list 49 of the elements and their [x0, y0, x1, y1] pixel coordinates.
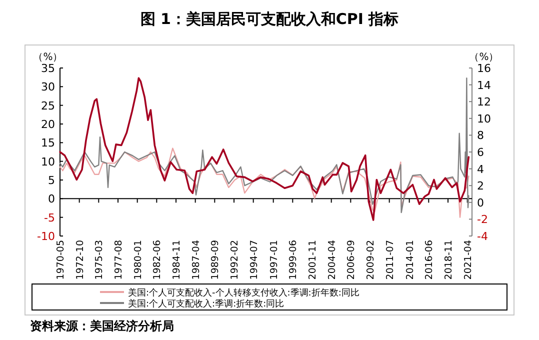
y2-tick-label: 8 — [477, 129, 484, 142]
y2-tick-label: 10 — [477, 112, 491, 126]
x-tick-label: 2014-01 — [404, 240, 416, 280]
y-tick-label: -10 — [37, 230, 55, 243]
x-tick-label: 1980-01 — [132, 240, 144, 280]
y-tick-label: 20 — [41, 118, 55, 131]
chart-title: 图 1：美国居民可支配收入和CPI 指标 — [140, 10, 399, 28]
x-tick-label: 2011-07 — [384, 240, 396, 280]
x-tick-label: 2004-04 — [326, 240, 338, 280]
x-tick-label: 1970-05 — [56, 240, 66, 280]
y-tick-label: 0 — [48, 192, 55, 206]
y2-tick-label: 16 — [477, 62, 491, 75]
x-tick-label: 1972-10 — [74, 240, 86, 280]
y2-tick-label: -4 — [477, 230, 488, 243]
y2-tick-label: 6 — [477, 146, 484, 159]
x-tick-label: 1992-02 — [230, 240, 240, 280]
x-tick-label: 1982-06 — [152, 240, 164, 280]
y2-axis-title: （%） — [469, 52, 499, 63]
y-tick-label: 35 — [41, 62, 55, 75]
x-tick-label: 1984-11 — [172, 240, 182, 280]
y-tick-label: -5 — [44, 211, 55, 224]
x-tick-label: 1987-04 — [190, 240, 202, 280]
x-tick-label: 1999-06 — [288, 240, 300, 280]
legend-label: 美国:个人可支配收入:季调:折年数:同比 — [128, 298, 284, 310]
x-tick-label: 2001-11 — [308, 240, 318, 280]
y-tick-label: 5 — [48, 174, 55, 187]
x-tick-label: 1977-08 — [114, 240, 124, 280]
legend-label: 美国:个人可支配收入-个人转移支付收入:季调:折年数:同比 — [128, 288, 360, 298]
x-tick-label: 2016-06 — [424, 240, 436, 280]
y-axis-title: （%） — [33, 52, 63, 63]
y2-tick-label: 0 — [477, 196, 484, 210]
x-tick-label: 1989-09 — [210, 240, 222, 280]
y2-tick-label: 14 — [477, 78, 491, 92]
y-tick-label: 15 — [41, 136, 55, 150]
y2-tick-label: 2 — [477, 180, 484, 193]
y2-tick-label: 12 — [477, 96, 491, 109]
x-tick-label: 2006-09 — [346, 240, 358, 280]
x-tick-label: 1997-01 — [268, 240, 280, 280]
text: 资料来源：美国经济分析局 — [30, 319, 174, 333]
x-tick-label: 2009-02 — [366, 240, 376, 280]
y-tick-label: 10 — [41, 155, 55, 168]
x-tick-label: 2018-11 — [444, 240, 454, 280]
y-tick-label: 30 — [41, 80, 55, 94]
y2-tick-label: 4 — [477, 162, 484, 176]
x-tick-label: 1975-03 — [94, 240, 106, 280]
x-tick-label: 2021-04 — [462, 240, 474, 280]
x-tick-label: 1994-07 — [248, 240, 260, 280]
y-tick-label: 25 — [41, 99, 55, 112]
y2-tick-label: -2 — [477, 213, 488, 226]
